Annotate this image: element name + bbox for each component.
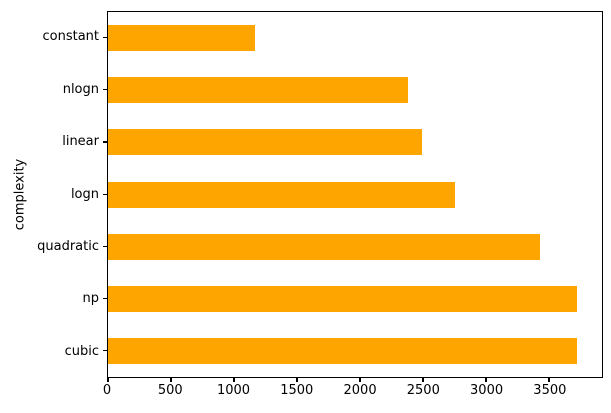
bar-quadratic: [108, 233, 541, 260]
bar-constant: [108, 25, 256, 52]
bar-cubic: [108, 337, 578, 364]
bar-np: [108, 285, 578, 312]
y-tick-np: [103, 297, 107, 299]
x-tick-label-0: 0: [102, 383, 112, 398]
y-tick-constant: [103, 37, 107, 39]
x-tick-label-3500: 3500: [533, 383, 567, 398]
bar-linear: [108, 129, 422, 156]
bar-nlogn: [108, 77, 408, 104]
x-tick-500: [170, 378, 172, 382]
y-tick-label-nlogn: nlogn: [62, 81, 99, 97]
x-tick-labels: 0 500 1000 1500 2000 2500 3000 3500: [103, 383, 603, 403]
x-tick-label-2500: 2500: [406, 383, 440, 398]
x-tick-label-1500: 1500: [280, 383, 314, 398]
x-tick-label-3000: 3000: [470, 383, 504, 398]
y-tick-linear: [103, 141, 107, 143]
y-tick-logn: [103, 193, 107, 195]
y-tick-label-quadratic: quadratic: [37, 238, 99, 254]
x-tick-label-2000: 2000: [343, 383, 377, 398]
x-tick-2000: [359, 378, 361, 382]
x-tick-2500: [422, 378, 424, 382]
bar-logn: [108, 181, 455, 208]
y-tick-label-constant: constant: [42, 29, 99, 45]
y-tick-label-np: np: [82, 291, 100, 307]
y-tick-nlogn: [103, 89, 107, 91]
y-tick-label-linear: linear: [62, 134, 99, 150]
y-tick-label-logn: logn: [70, 186, 99, 202]
plot-area: [103, 11, 603, 382]
x-tick-1000: [233, 378, 235, 382]
x-tick-3000: [485, 378, 487, 382]
y-tick-cubic: [103, 349, 107, 352]
x-tick-0: [107, 378, 109, 382]
y-tick-quadratic: [103, 245, 107, 247]
x-tick-1500: [296, 378, 298, 382]
x-tick-3500: [548, 378, 550, 382]
x-tick-label-1000: 1000: [216, 383, 251, 398]
y-tick-label-cubic: cubic: [64, 343, 99, 359]
y-tick-labels: constant nlogn linear logn quadratic np cubic: [0, 11, 99, 378]
x-tick-label-500: 500: [157, 383, 183, 398]
